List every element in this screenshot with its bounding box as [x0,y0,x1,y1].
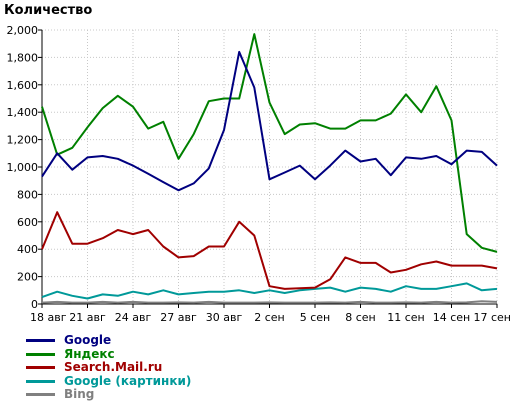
legend: Google Яндекс Search.Mail.ru Google (картин… [26,334,191,402]
x-tick-label: 11 сен [387,311,425,324]
x-tick-label: 24 авг [115,311,152,324]
legend-item: Search.Mail.ru [26,361,191,374]
series-lines [41,33,498,304]
series-line-2 [41,33,498,253]
y-tick-label: 1,400 [7,106,39,119]
legend-label: Bing [64,387,95,401]
legend-swatch [26,393,55,396]
series-line-5 [41,300,498,304]
legend-label: Search.Mail.ru [64,360,163,374]
legend-label: Google (картинки) [64,373,192,388]
legend-item: Bing [26,388,191,401]
y-tick-label: 1,200 [7,134,39,147]
legend-label: Google [64,333,112,347]
legend-swatch [26,366,55,369]
x-tick-label: 17 сен [473,311,511,324]
series-line-4 [41,282,498,300]
x-tick-label: 2 сен [254,311,285,324]
series-line-3 [41,211,498,290]
legend-swatch [26,339,55,342]
y-tick-label: 600 [17,216,38,229]
y-tick-label: 0 [31,298,38,311]
y-tick-label: 2,000 [7,24,39,37]
y-tick-label: 200 [17,271,38,284]
chart-title: Количество [4,3,93,18]
y-tick-label: 1,000 [7,161,39,174]
series-line-1 [41,50,498,192]
y-tick-label: 1,600 [7,79,39,92]
legend-item: Google [26,334,191,347]
legend-item: Google (картинки) [26,373,192,388]
legend-swatch [26,379,55,383]
legend-swatch [26,352,55,356]
axes: 0 200 400 600 800 1,000 1,200 1,400 1,600 1,800 2,… [7,24,512,324]
x-tick-label: 27 авг [160,311,197,324]
x-tick-label: 21 авг [69,311,106,324]
y-tick-label: 800 [17,188,38,201]
grid [41,29,498,305]
x-tick-label: 5 сен [300,311,331,324]
y-tick-label: 400 [17,243,38,256]
x-tick-label: 14 сен [433,311,471,324]
x-tick-label: 18 авг [30,311,67,324]
x-tick-label: 30 авг [206,311,243,324]
legend-item: Яндекс [26,346,191,361]
legend-label: Яндекс [64,346,115,361]
y-tick-label: 1,800 [7,51,39,64]
x-tick-label: 8 сен [345,311,376,324]
